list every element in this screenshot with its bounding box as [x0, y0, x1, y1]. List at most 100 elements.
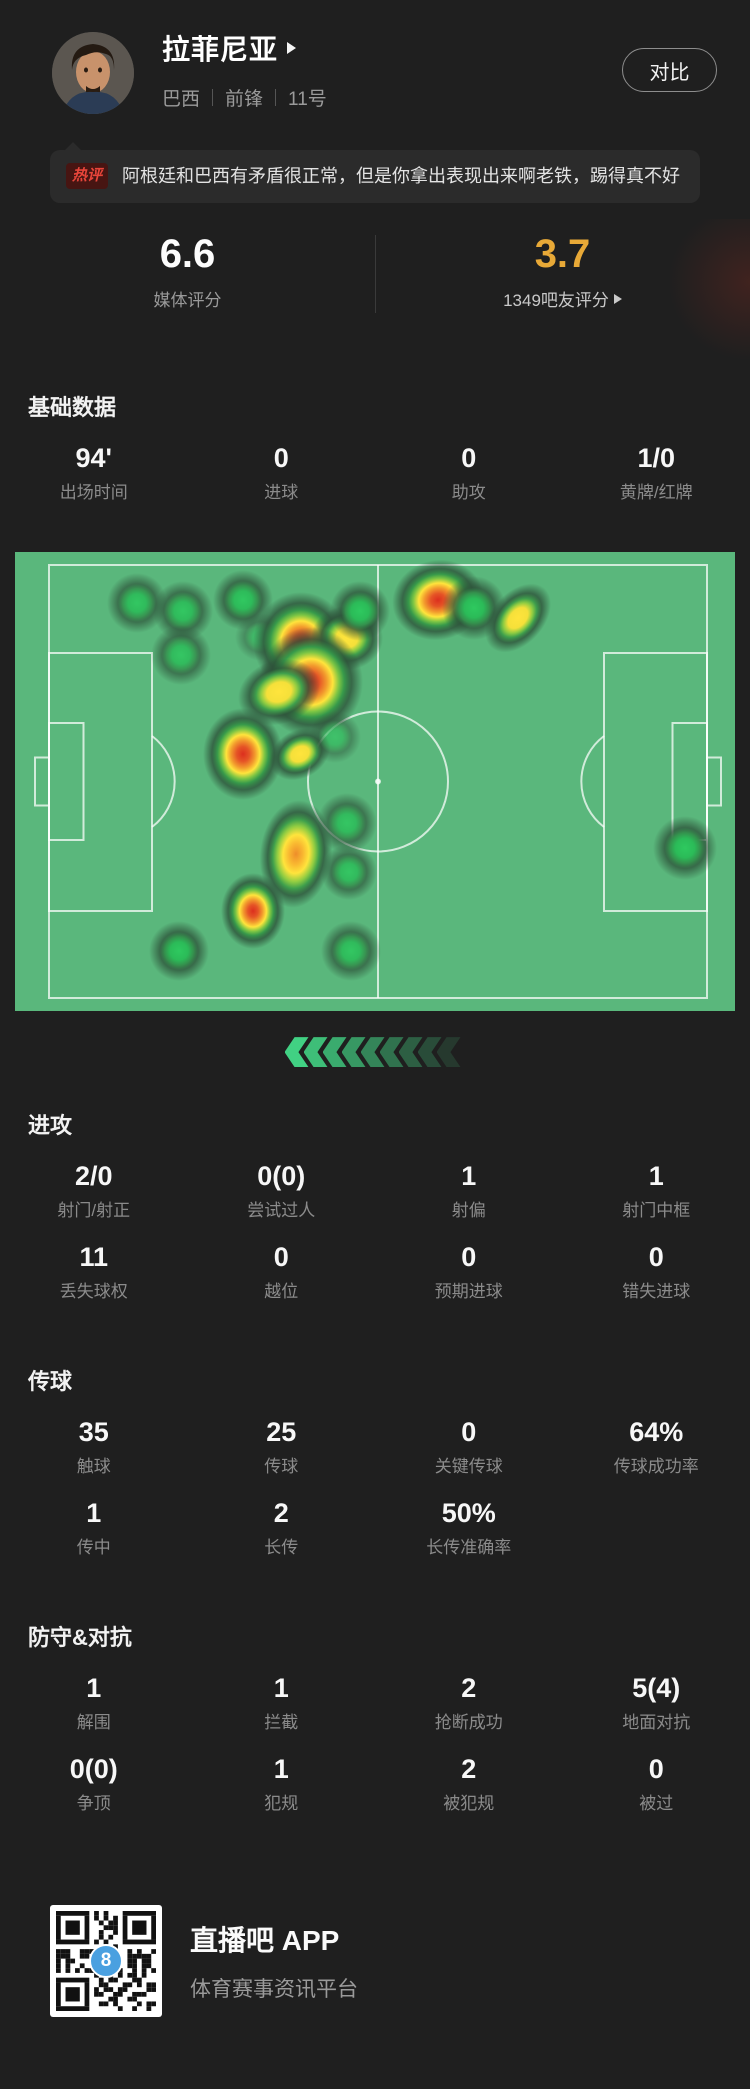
stat-value: 0(0) — [69, 1754, 118, 1785]
footer-text: 直播吧 APP 体育赛事资讯平台 — [190, 1919, 358, 2003]
stat-value: 2 — [461, 1673, 477, 1704]
stat-cell: 11 丢失球权 — [0, 1240, 188, 1303]
compare-button[interactable]: 对比 — [622, 48, 717, 92]
stat-label: 被过 — [639, 1794, 674, 1814]
player-header: 拉菲尼亚 巴西 前锋 11号 对比 — [0, 0, 750, 130]
stat-cell: 0 预期进球 — [375, 1240, 563, 1303]
stat-value: 0 — [273, 443, 289, 474]
stat-cell: 1 射门中框 — [563, 1159, 750, 1222]
stat-value: 1 — [461, 1161, 477, 1192]
stats-row: 0(0) 争顶 1 犯规 2 被犯规 0 被过 — [0, 1752, 750, 1815]
section-title: 基础数据 — [28, 395, 117, 421]
speech-bubble-tail — [64, 142, 82, 151]
stats-row: 35 触球 25 传球 0 关键传球 64% 传球成功率 — [0, 1415, 750, 1478]
stat-label: 射门中框 — [622, 1201, 691, 1221]
stat-cell: 1 射偏 — [375, 1159, 563, 1222]
stat-cell: 2 抢断成功 — [375, 1671, 563, 1734]
stat-label: 尝试过人 — [247, 1201, 316, 1221]
pitch-penalty-arc-left — [151, 735, 176, 828]
stat-label: 出场时间 — [59, 483, 128, 503]
stat-label: 预期进球 — [434, 1282, 503, 1302]
qr-code-pattern — [56, 1911, 156, 2012]
stat-cell: 0 助攻 — [375, 441, 563, 504]
stat-cell: 25 传球 — [188, 1415, 376, 1478]
fans-rating-value: 3.7 — [534, 232, 591, 277]
heat-blob — [309, 711, 361, 764]
stat-cell: 0 越位 — [188, 1240, 376, 1303]
player-name: 拉菲尼亚 — [162, 34, 279, 65]
stat-value: 0 — [461, 1242, 477, 1273]
app-slogan: 体育赛事资讯平台 — [190, 1978, 358, 2002]
stat-cell: 0 关键传球 — [375, 1415, 563, 1478]
stat-cell: 0(0) 争顶 — [0, 1752, 188, 1815]
stat-label: 解围 — [76, 1713, 111, 1733]
stat-label: 传球成功率 — [613, 1457, 699, 1477]
stat-cell: 2 长传 — [188, 1496, 376, 1559]
stat-cell: 50% 长传准确率 — [375, 1496, 563, 1559]
stat-cell: 94' 出场时间 — [0, 441, 188, 504]
stat-value: 0 — [461, 443, 477, 474]
stat-value: 11 — [79, 1242, 109, 1273]
hot-comment-badge: 热评 — [66, 163, 109, 190]
stat-value: 94' — [75, 443, 112, 474]
heat-blob — [321, 844, 377, 901]
touch-heatmap-pitch — [15, 552, 735, 1012]
stat-label: 射偏 — [451, 1201, 486, 1221]
pitch-penalty-arc-right — [580, 735, 605, 828]
stat-value: 1 — [86, 1673, 102, 1704]
stat-value: 25 — [266, 1417, 297, 1448]
stat-cell: 0(0) 尝试过人 — [188, 1159, 376, 1222]
heat-blob — [153, 581, 213, 642]
heat-blob — [107, 573, 167, 634]
stat-cell: 0 被过 — [563, 1752, 750, 1815]
stats-row: 1 解围 1 拦截 2 抢断成功 5(4) 地面对抗 — [0, 1671, 750, 1734]
stat-cell: 1 解围 — [0, 1671, 188, 1734]
stat-label: 犯规 — [264, 1794, 299, 1814]
stats-section: 防守&对抗 1 解围 1 拦截 2 抢断成功 5(4) 地面对抗 0(0) 争顶 1 犯规 2 被犯规 0 被过 — [0, 1623, 750, 1815]
stat-label: 长传准确率 — [426, 1538, 512, 1558]
stat-value: 64% — [629, 1417, 684, 1448]
stats-row: 2/0 射门/射正 0(0) 尝试过人 1 射偏 1 射门中框 — [0, 1159, 750, 1222]
stat-cell: 0 错失进球 — [563, 1240, 750, 1303]
detailed-stats-area: 进攻 2/0 射门/射正 0(0) 尝试过人 1 射偏 1 射门中框 11 丢失球权 0 越位 0 预期进球… — [0, 1111, 750, 1815]
pitch-center-circle — [307, 710, 449, 853]
stat-label: 传球 — [264, 1457, 299, 1477]
stat-value: 1 — [86, 1498, 102, 1529]
player-avatar[interactable] — [52, 32, 134, 114]
stat-label: 被犯规 — [443, 1794, 495, 1814]
heat-blob — [149, 921, 209, 982]
stat-label: 抢断成功 — [434, 1713, 503, 1733]
stat-cell: 5(4) 地面对抗 — [563, 1671, 750, 1734]
fans-rating[interactable]: 3.7 1349吧友评分 — [375, 231, 750, 327]
player-subtitle: 巴西 前锋 11号 — [162, 84, 327, 111]
stats-section: 传球 35 触球 25 传球 0 关键传球 64% 传球成功率 1 传中 2 长传 50% 长传准确率 — [0, 1367, 750, 1559]
stat-cell: 1 传中 — [0, 1496, 188, 1559]
chevron-left-icon — [436, 1037, 461, 1068]
section-title: 防守&对抗 — [28, 1625, 132, 1651]
zhibo8-logo-icon: 8 — [89, 1944, 123, 1979]
section-title: 进攻 — [28, 1113, 73, 1139]
heat-blob — [653, 816, 717, 881]
qr-code: 8 — [50, 1905, 162, 2018]
player-avatar-image — [52, 32, 134, 114]
stat-label: 丢失球权 — [59, 1282, 128, 1302]
media-rating-value: 6.6 — [159, 232, 216, 277]
media-rating-label: 媒体评分 — [153, 291, 222, 311]
app-name: 直播吧 APP — [190, 1925, 340, 1957]
stat-cell: 64% 传球成功率 — [563, 1415, 750, 1478]
player-name-row[interactable]: 拉菲尼亚 — [162, 28, 297, 68]
stat-label: 黄牌/红牌 — [619, 483, 693, 503]
heat-blob — [317, 793, 377, 854]
heat-blob — [221, 873, 285, 950]
stat-value: 0 — [648, 1754, 664, 1785]
heat-blob — [151, 625, 211, 686]
stats-section: 基础数据 94' 出场时间 0 进球 0 助攻 1/0 黄牌/红牌 — [0, 393, 750, 504]
stat-label: 触球 — [76, 1457, 111, 1477]
attack-direction-chevrons-icon — [0, 1037, 750, 1068]
stats-row: 94' 出场时间 0 进球 0 助攻 1/0 黄牌/红牌 — [0, 441, 750, 504]
heat-blob — [484, 583, 552, 653]
stat-label: 助攻 — [451, 483, 486, 503]
hot-comment-bubble[interactable]: 热评 阿根廷和巴西有矛盾很正常，但是你拿出表现出来啊老铁，踢得真不好 — [50, 142, 700, 204]
pitch-goal-right — [706, 756, 722, 807]
stat-value: 1 — [273, 1673, 289, 1704]
